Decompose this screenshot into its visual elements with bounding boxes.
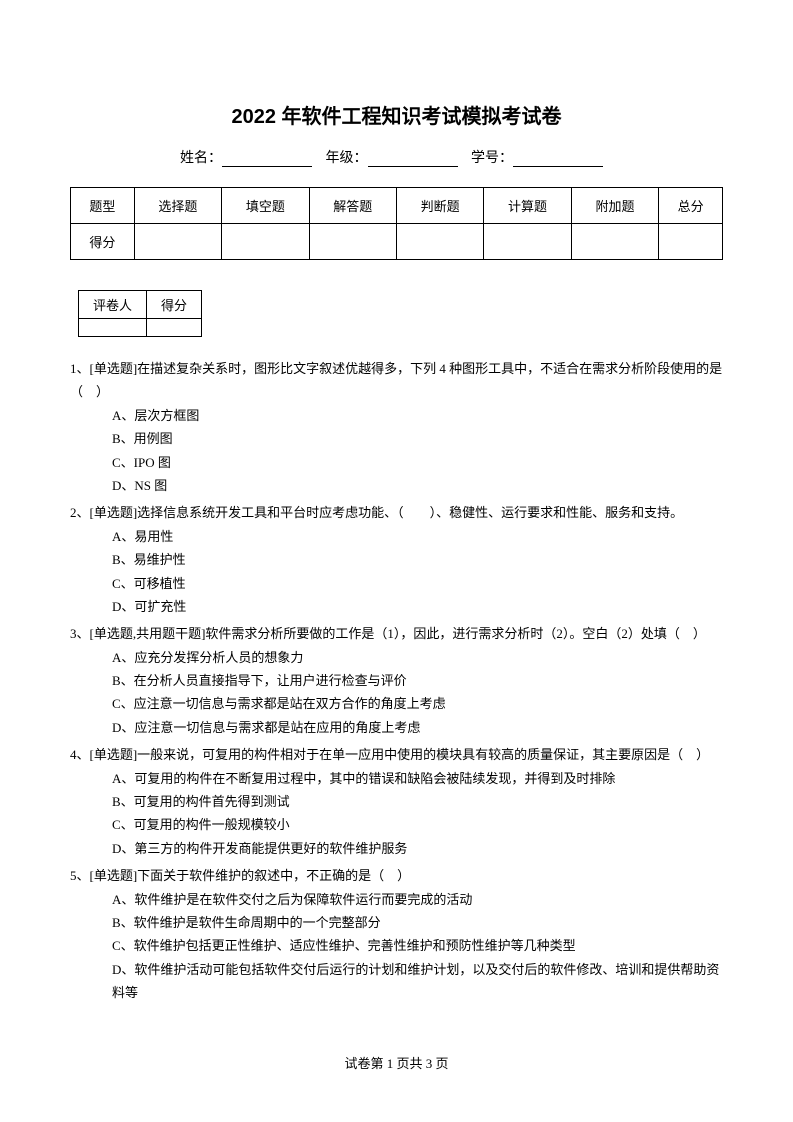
header-type: 题型 — [71, 188, 135, 224]
header-judge: 判断题 — [396, 188, 483, 224]
header-fill: 填空题 — [222, 188, 309, 224]
header-calc: 计算题 — [484, 188, 571, 224]
score-table: 题型 选择题 填空题 解答题 判断题 计算题 附加题 总分 得分 — [70, 187, 723, 260]
question-text: 1、[单选题]在描述复杂关系时，图形比文字叙述优越得多，下列 4 种图形工具中，… — [70, 357, 723, 404]
option-B: B、软件维护是软件生命周期中的一个完整部分 — [112, 911, 723, 934]
grader-name-cell[interactable] — [79, 319, 147, 337]
score-table-header-row: 题型 选择题 填空题 解答题 判断题 计算题 附加题 总分 — [71, 188, 723, 224]
score-total[interactable] — [659, 224, 723, 260]
id-label: 学号： — [471, 151, 513, 166]
score-extra[interactable] — [571, 224, 658, 260]
question-text: 4、[单选题]一般来说，可复用的构件相对于在单一应用中使用的模块具有较高的质量保… — [70, 743, 723, 766]
option-C: C、可移植性 — [112, 572, 723, 595]
grade-blank[interactable] — [368, 153, 458, 167]
id-blank[interactable] — [513, 153, 603, 167]
score-calc[interactable] — [484, 224, 571, 260]
option-C: C、IPO 图 — [112, 451, 723, 474]
score-label: 得分 — [71, 224, 135, 260]
option-A: A、应充分发挥分析人员的想象力 — [112, 646, 723, 669]
option-C: C、可复用的构件一般规模较小 — [112, 813, 723, 836]
grader-value-row — [79, 319, 202, 337]
question-text: 5、[单选题]下面关于软件维护的叙述中，不正确的是（ ） — [70, 864, 723, 887]
option-C: C、应注意一切信息与需求都是站在双方合作的角度上考虑 — [112, 692, 723, 715]
grade-label: 年级： — [326, 151, 368, 166]
header-total: 总分 — [659, 188, 723, 224]
score-judge[interactable] — [396, 224, 483, 260]
option-D: D、软件维护活动可能包括软件交付后运行的计划和维护计划，以及交付后的软件修改、培… — [112, 958, 723, 1005]
question-4: 4、[单选题]一般来说，可复用的构件相对于在单一应用中使用的模块具有较高的质量保… — [70, 743, 723, 860]
student-info-line: 姓名： 年级： 学号： — [70, 147, 723, 167]
question-1: 1、[单选题]在描述复杂关系时，图形比文字叙述优越得多，下列 4 种图形工具中，… — [70, 357, 723, 497]
option-B: B、用例图 — [112, 427, 723, 450]
footer-suffix: 页 — [432, 1056, 448, 1071]
grader-table: 评卷人 得分 — [78, 290, 202, 337]
question-options: A、软件维护是在软件交付之后为保障软件运行而要完成的活动B、软件维护是软件生命周… — [70, 888, 723, 1005]
page-footer: 试卷第 1 页共 3 页 — [0, 1053, 793, 1072]
question-options: A、应充分发挥分析人员的想象力B、在分析人员直接指导下，让用户进行检查与评价C、… — [70, 646, 723, 740]
header-answer: 解答题 — [309, 188, 396, 224]
grader-label: 评卷人 — [79, 291, 147, 319]
question-5: 5、[单选题]下面关于软件维护的叙述中，不正确的是（ ）A、软件维护是在软件交付… — [70, 864, 723, 1004]
exam-title: 2022 年软件工程知识考试模拟考试卷 — [70, 100, 723, 129]
name-label: 姓名： — [180, 151, 222, 166]
question-options: A、可复用的构件在不断复用过程中，其中的错误和缺陷会被陆续发现，并得到及时排除B… — [70, 767, 723, 861]
option-A: A、易用性 — [112, 525, 723, 548]
grader-score-label: 得分 — [147, 291, 202, 319]
option-D: D、应注意一切信息与需求都是站在应用的角度上考虑 — [112, 716, 723, 739]
question-2: 2、[单选题]选择信息系统开发工具和平台时应考虑功能、（ ）、稳健性、运行要求和… — [70, 501, 723, 618]
grader-score-cell[interactable] — [147, 319, 202, 337]
footer-prefix: 试卷第 — [344, 1056, 386, 1071]
score-table-score-row: 得分 — [71, 224, 723, 260]
option-D: D、第三方的构件开发商能提供更好的软件维护服务 — [112, 837, 723, 860]
question-text: 2、[单选题]选择信息系统开发工具和平台时应考虑功能、（ ）、稳健性、运行要求和… — [70, 501, 723, 524]
option-B: B、在分析人员直接指导下，让用户进行检查与评价 — [112, 669, 723, 692]
question-text: 3、[单选题,共用题干题]软件需求分析所要做的工作是（1），因此，进行需求分析时… — [70, 622, 723, 645]
score-answer[interactable] — [309, 224, 396, 260]
footer-middle: 页共 — [393, 1056, 426, 1071]
option-A: A、软件维护是在软件交付之后为保障软件运行而要完成的活动 — [112, 888, 723, 911]
option-D: D、NS 图 — [112, 474, 723, 497]
option-B: B、可复用的构件首先得到测试 — [112, 790, 723, 813]
score-fill[interactable] — [222, 224, 309, 260]
option-C: C、软件维护包括更正性维护、适应性维护、完善性维护和预防性维护等几种类型 — [112, 934, 723, 957]
option-A: A、可复用的构件在不断复用过程中，其中的错误和缺陷会被陆续发现，并得到及时排除 — [112, 767, 723, 790]
question-options: A、层次方框图B、用例图C、IPO 图D、NS 图 — [70, 404, 723, 498]
question-3: 3、[单选题,共用题干题]软件需求分析所要做的工作是（1），因此，进行需求分析时… — [70, 622, 723, 739]
option-B: B、易维护性 — [112, 548, 723, 571]
option-D: D、可扩充性 — [112, 595, 723, 618]
name-blank[interactable] — [222, 153, 312, 167]
option-A: A、层次方框图 — [112, 404, 723, 427]
score-choice[interactable] — [134, 224, 221, 260]
header-choice: 选择题 — [134, 188, 221, 224]
questions-container: 1、[单选题]在描述复杂关系时，图形比文字叙述优越得多，下列 4 种图形工具中，… — [70, 357, 723, 1005]
grader-header-row: 评卷人 得分 — [79, 291, 202, 319]
question-options: A、易用性B、易维护性C、可移植性D、可扩充性 — [70, 525, 723, 619]
header-extra: 附加题 — [571, 188, 658, 224]
